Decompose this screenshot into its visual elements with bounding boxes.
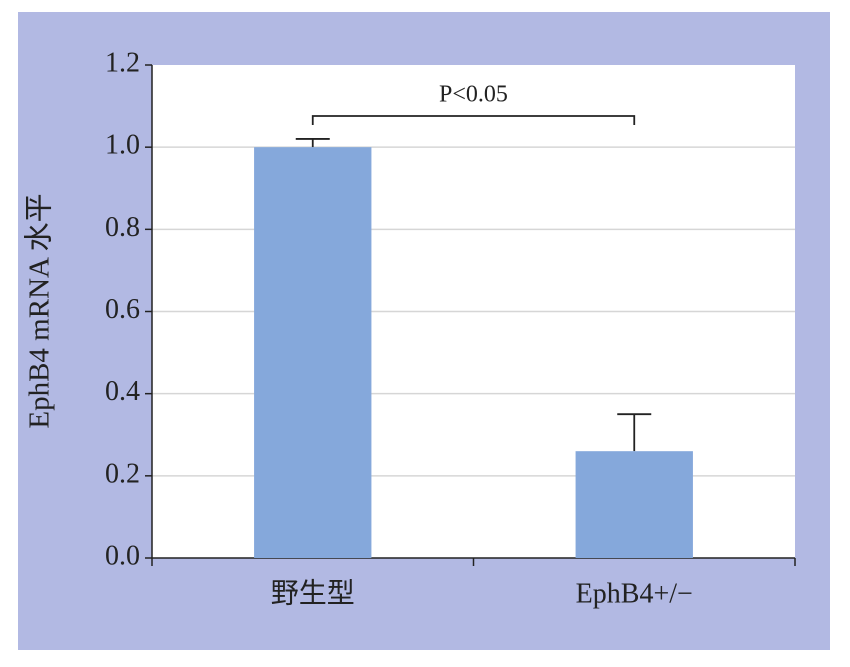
y-axis-label: EphB4 mRNA 水平 xyxy=(23,193,56,428)
y-tick-label: 0.6 xyxy=(105,294,140,325)
x-tick-label: EphB4+/− xyxy=(576,578,693,609)
y-tick-label: 1.2 xyxy=(105,47,140,78)
y-tick-label: 0.2 xyxy=(105,458,140,489)
bar xyxy=(254,147,372,558)
y-tick-label: 1.0 xyxy=(105,130,140,161)
x-tick-label: 野生型 xyxy=(271,577,355,609)
significance-bracket xyxy=(311,115,636,125)
y-tick-label: 0.4 xyxy=(105,376,140,407)
annotation: P<0.05 xyxy=(439,82,508,108)
y-tick-label: 0.8 xyxy=(105,212,140,243)
bar xyxy=(575,451,693,558)
y-tick-label: 0.0 xyxy=(105,540,140,571)
